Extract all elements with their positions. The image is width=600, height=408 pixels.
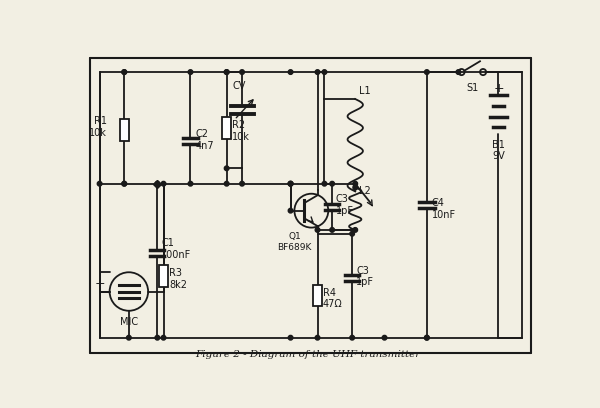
Text: S1: S1 (466, 83, 478, 93)
Circle shape (382, 335, 387, 340)
Circle shape (224, 70, 229, 74)
Text: R2
10k: R2 10k (232, 120, 250, 142)
Text: MIC: MIC (120, 317, 138, 327)
Circle shape (122, 70, 127, 74)
Circle shape (353, 185, 358, 190)
Circle shape (353, 228, 358, 232)
Text: B1
9V: B1 9V (492, 140, 505, 162)
Circle shape (224, 70, 229, 74)
Circle shape (240, 182, 244, 186)
Text: C4
10nF: C4 10nF (431, 198, 455, 220)
Circle shape (224, 166, 229, 171)
Circle shape (425, 70, 429, 74)
Bar (119, 119, 129, 141)
Circle shape (350, 231, 355, 236)
Circle shape (288, 182, 293, 186)
Circle shape (97, 182, 102, 186)
Circle shape (127, 335, 131, 340)
Text: R4
47Ω: R4 47Ω (323, 288, 343, 309)
Circle shape (161, 335, 166, 340)
Text: Q1
BF689K: Q1 BF689K (277, 232, 311, 252)
Text: C3
1pF: C3 1pF (356, 266, 374, 287)
Circle shape (122, 182, 127, 186)
Circle shape (288, 182, 293, 186)
Circle shape (353, 182, 358, 186)
Text: C2
4n7: C2 4n7 (195, 129, 214, 151)
Circle shape (315, 70, 320, 74)
Text: C3
1pF: C3 1pF (336, 195, 354, 216)
Circle shape (188, 70, 193, 74)
Circle shape (288, 182, 293, 186)
Text: R3
8k2: R3 8k2 (169, 268, 187, 290)
Text: C1
100nF: C1 100nF (161, 238, 191, 260)
Circle shape (330, 228, 334, 232)
Circle shape (425, 335, 429, 340)
Bar (222, 117, 231, 139)
Text: CV: CV (232, 81, 245, 91)
Circle shape (122, 70, 127, 74)
Circle shape (288, 70, 293, 74)
Circle shape (330, 182, 334, 186)
Text: L2: L2 (359, 186, 371, 196)
Text: +: + (94, 277, 105, 290)
Circle shape (288, 335, 293, 340)
Circle shape (425, 335, 429, 340)
Circle shape (288, 208, 293, 213)
Circle shape (122, 182, 127, 186)
Bar (313, 285, 322, 306)
Text: L1: L1 (359, 86, 371, 96)
Circle shape (315, 335, 320, 340)
Text: +: + (493, 82, 504, 95)
Circle shape (456, 70, 461, 74)
Bar (159, 265, 168, 287)
Circle shape (161, 182, 166, 186)
Circle shape (315, 228, 320, 232)
Circle shape (322, 182, 327, 186)
Circle shape (155, 182, 160, 186)
Circle shape (188, 182, 193, 186)
Text: R1
10k: R1 10k (89, 116, 107, 137)
Circle shape (322, 70, 327, 74)
Text: Figure 2 - Diagram of the UHF transmitter: Figure 2 - Diagram of the UHF transmitte… (195, 350, 420, 359)
Circle shape (240, 70, 244, 74)
Circle shape (350, 335, 355, 340)
Circle shape (155, 335, 160, 340)
Circle shape (224, 182, 229, 186)
